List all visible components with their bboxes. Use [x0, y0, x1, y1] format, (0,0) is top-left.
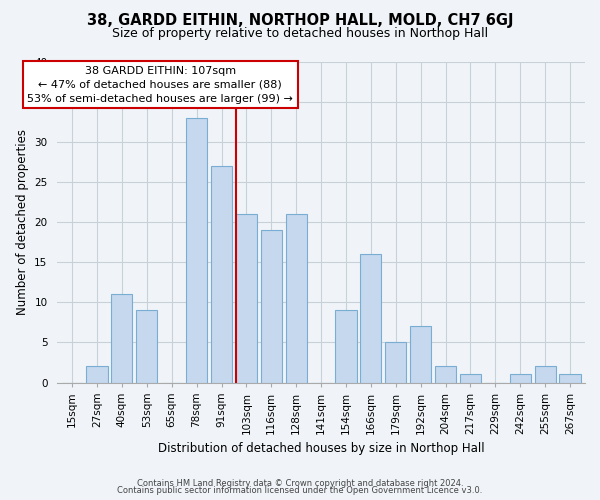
Text: 38 GARDD EITHIN: 107sqm
← 47% of detached houses are smaller (88)
53% of semi-de: 38 GARDD EITHIN: 107sqm ← 47% of detache… — [27, 66, 293, 104]
X-axis label: Distribution of detached houses by size in Northop Hall: Distribution of detached houses by size … — [158, 442, 484, 455]
Bar — [410, 326, 431, 382]
Bar — [509, 374, 531, 382]
Bar — [385, 342, 406, 382]
Bar — [261, 230, 282, 382]
Bar — [535, 366, 556, 382]
Bar — [136, 310, 157, 382]
Bar — [335, 310, 356, 382]
Bar — [86, 366, 107, 382]
Bar — [435, 366, 456, 382]
Bar — [112, 294, 133, 382]
Bar — [186, 118, 207, 382]
Text: Contains HM Land Registry data © Crown copyright and database right 2024.: Contains HM Land Registry data © Crown c… — [137, 478, 463, 488]
Bar — [361, 254, 382, 382]
Y-axis label: Number of detached properties: Number of detached properties — [16, 129, 29, 315]
Bar — [286, 214, 307, 382]
Bar — [559, 374, 581, 382]
Text: Contains public sector information licensed under the Open Government Licence v3: Contains public sector information licen… — [118, 486, 482, 495]
Text: 38, GARDD EITHIN, NORTHOP HALL, MOLD, CH7 6GJ: 38, GARDD EITHIN, NORTHOP HALL, MOLD, CH… — [87, 12, 513, 28]
Text: Size of property relative to detached houses in Northop Hall: Size of property relative to detached ho… — [112, 28, 488, 40]
Bar — [236, 214, 257, 382]
Bar — [211, 166, 232, 382]
Bar — [460, 374, 481, 382]
